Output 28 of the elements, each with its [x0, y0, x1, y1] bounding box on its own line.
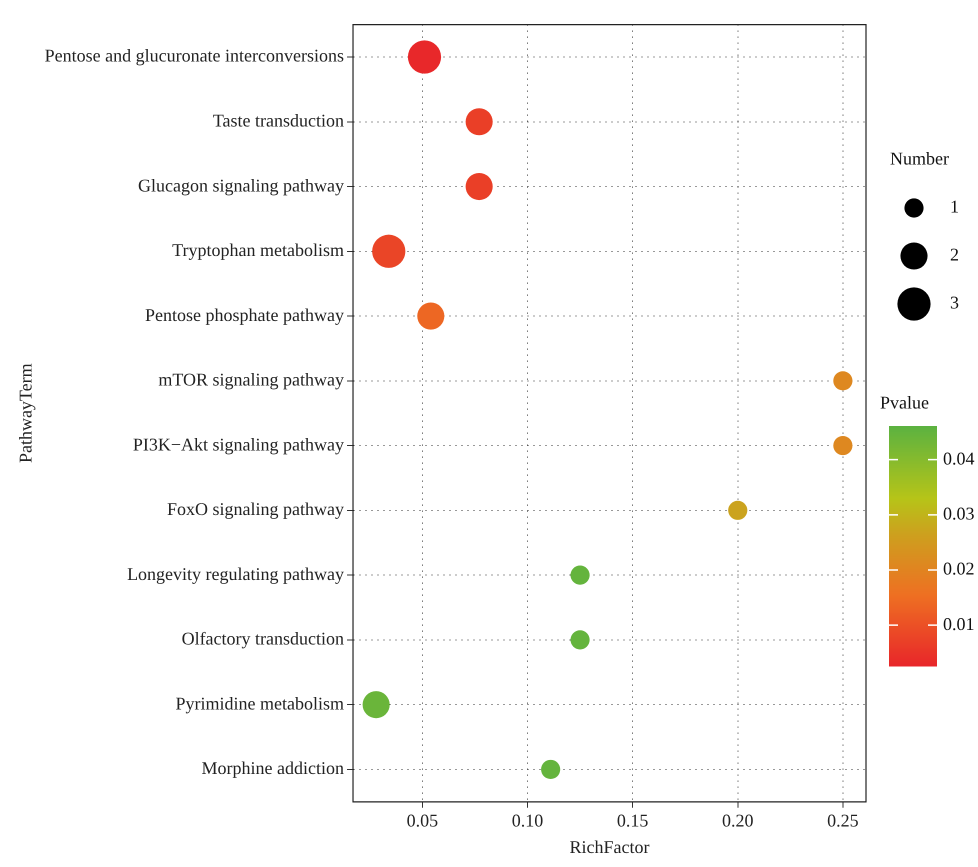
y-tick-label: FoxO signaling pathway: [167, 499, 344, 520]
y-tick-label: Pyrimidine metabolism: [176, 693, 344, 714]
y-tick-label: Longevity regulating pathway: [127, 564, 344, 584]
legend-label: 3: [950, 292, 959, 313]
color-bar-label: 0.01: [943, 614, 974, 634]
x-tick-label: 0.05: [406, 810, 438, 830]
y-tick-label: Morphine addiction: [202, 758, 344, 778]
color-bar-label: 0.03: [943, 504, 974, 524]
x-tick-label: 0.20: [722, 810, 754, 830]
y-tick-label: PI3K−Akt signaling pathway: [132, 434, 344, 454]
x-tick-label: 0.25: [827, 810, 859, 830]
legend-label: 2: [950, 244, 959, 265]
y-axis-title: PathwayTerm: [16, 363, 36, 464]
color-bar-label: 0.02: [943, 558, 974, 579]
color-bar-title: Pvalue: [880, 392, 929, 413]
y-tick-label: Olfactory transduction: [182, 628, 344, 649]
x-axis-title: RichFactor: [570, 836, 650, 857]
y-tick-label: Taste transduction: [212, 110, 344, 130]
x-tick-label: 0.15: [616, 810, 648, 830]
y-tick-label: mTOR signaling pathway: [158, 370, 344, 390]
x-tick-label: 0.10: [512, 810, 544, 830]
y-tick-label: Glucagon signaling pathway: [138, 175, 344, 196]
legend-title: Number: [890, 148, 949, 169]
legend-label: 1: [950, 196, 959, 217]
y-tick-label: Pentose phosphate pathway: [145, 304, 344, 325]
y-tick-label: Tryptophan metabolism: [172, 240, 344, 260]
color-bar-label: 0.04: [943, 448, 974, 468]
y-tick-label: Pentose and glucuronate interconversions: [44, 46, 344, 66]
